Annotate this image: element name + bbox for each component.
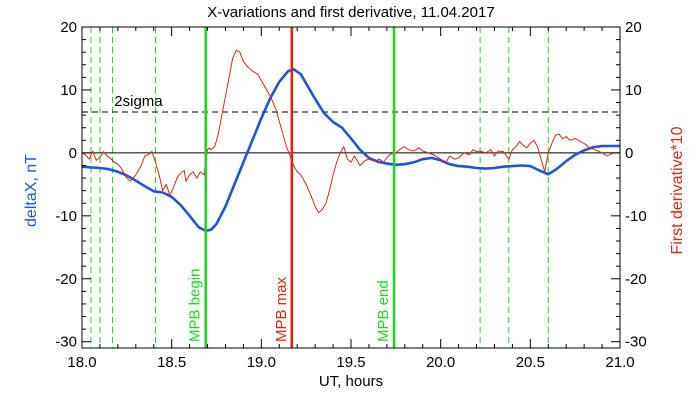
x-tick-label: 20.0 xyxy=(426,354,455,371)
reference-label-two_sigma: 2sigma xyxy=(114,93,163,110)
y-tick-label-right: -30 xyxy=(625,334,647,351)
x-tick-label: 19.0 xyxy=(247,354,276,371)
marker-label-1: MPB begin xyxy=(187,269,204,342)
y-tick-label-right: 0 xyxy=(625,145,633,162)
x-tick-label: 20.5 xyxy=(516,354,545,371)
y-tick-label-right: -20 xyxy=(625,271,647,288)
axes xyxy=(81,26,621,349)
marker-label-3: MPB end xyxy=(375,280,392,342)
chart-title: X-variations and first derivative, 11.04… xyxy=(207,4,494,21)
chart-text: 2sigma MPB begin MPB max MPB end 18.0 18.5 19.… xyxy=(23,4,686,390)
x-tick-label: 18.0 xyxy=(67,354,96,371)
y-tick-label-left: 20 xyxy=(60,19,77,36)
y-axis-label-right: First derivative*10 xyxy=(669,126,686,254)
y-tick-label-left: 0 xyxy=(69,145,77,162)
reference-lines xyxy=(82,111,620,154)
y-tick-label-right: 10 xyxy=(625,82,642,99)
y-tick-label-left: -30 xyxy=(55,334,77,351)
y-tick-label-left: 10 xyxy=(60,82,77,99)
event-markers xyxy=(204,27,396,348)
dashed-vertical-lines xyxy=(90,27,549,348)
y-axis-label-left: deltaX, nT xyxy=(23,154,40,227)
series-line-deltaX xyxy=(81,67,620,233)
x-tick-label: 18.5 xyxy=(157,354,186,371)
y-tick-label-right: 20 xyxy=(625,19,642,36)
series-line-derivative xyxy=(81,49,620,214)
y-tick-label-right: -10 xyxy=(625,208,647,225)
marker-label-2: MPB max xyxy=(273,276,290,342)
y-tick-label-left: -20 xyxy=(55,271,77,288)
plot-frame xyxy=(81,26,621,349)
x-tick-label: 21.0 xyxy=(605,354,634,371)
y-tick-label-left: -10 xyxy=(55,208,77,225)
x-tick-label: 19.5 xyxy=(336,354,365,371)
series-lines xyxy=(81,49,620,233)
x-axis-label: UT, hours xyxy=(319,373,383,390)
